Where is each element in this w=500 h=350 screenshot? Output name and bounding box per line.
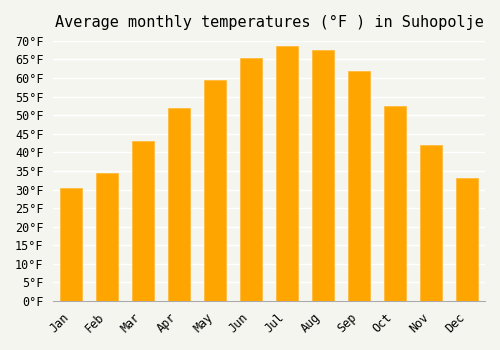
Bar: [168, 108, 190, 301]
Bar: [312, 50, 334, 301]
Bar: [96, 173, 118, 301]
Bar: [204, 80, 226, 301]
Bar: [420, 145, 442, 301]
Bar: [276, 47, 298, 301]
Bar: [384, 106, 406, 301]
Title: Average monthly temperatures (°F ) in Suhopolje: Average monthly temperatures (°F ) in Su…: [54, 15, 484, 30]
Bar: [60, 188, 82, 301]
Bar: [240, 58, 262, 301]
Bar: [456, 178, 478, 301]
Bar: [348, 71, 370, 301]
Bar: [132, 141, 154, 301]
